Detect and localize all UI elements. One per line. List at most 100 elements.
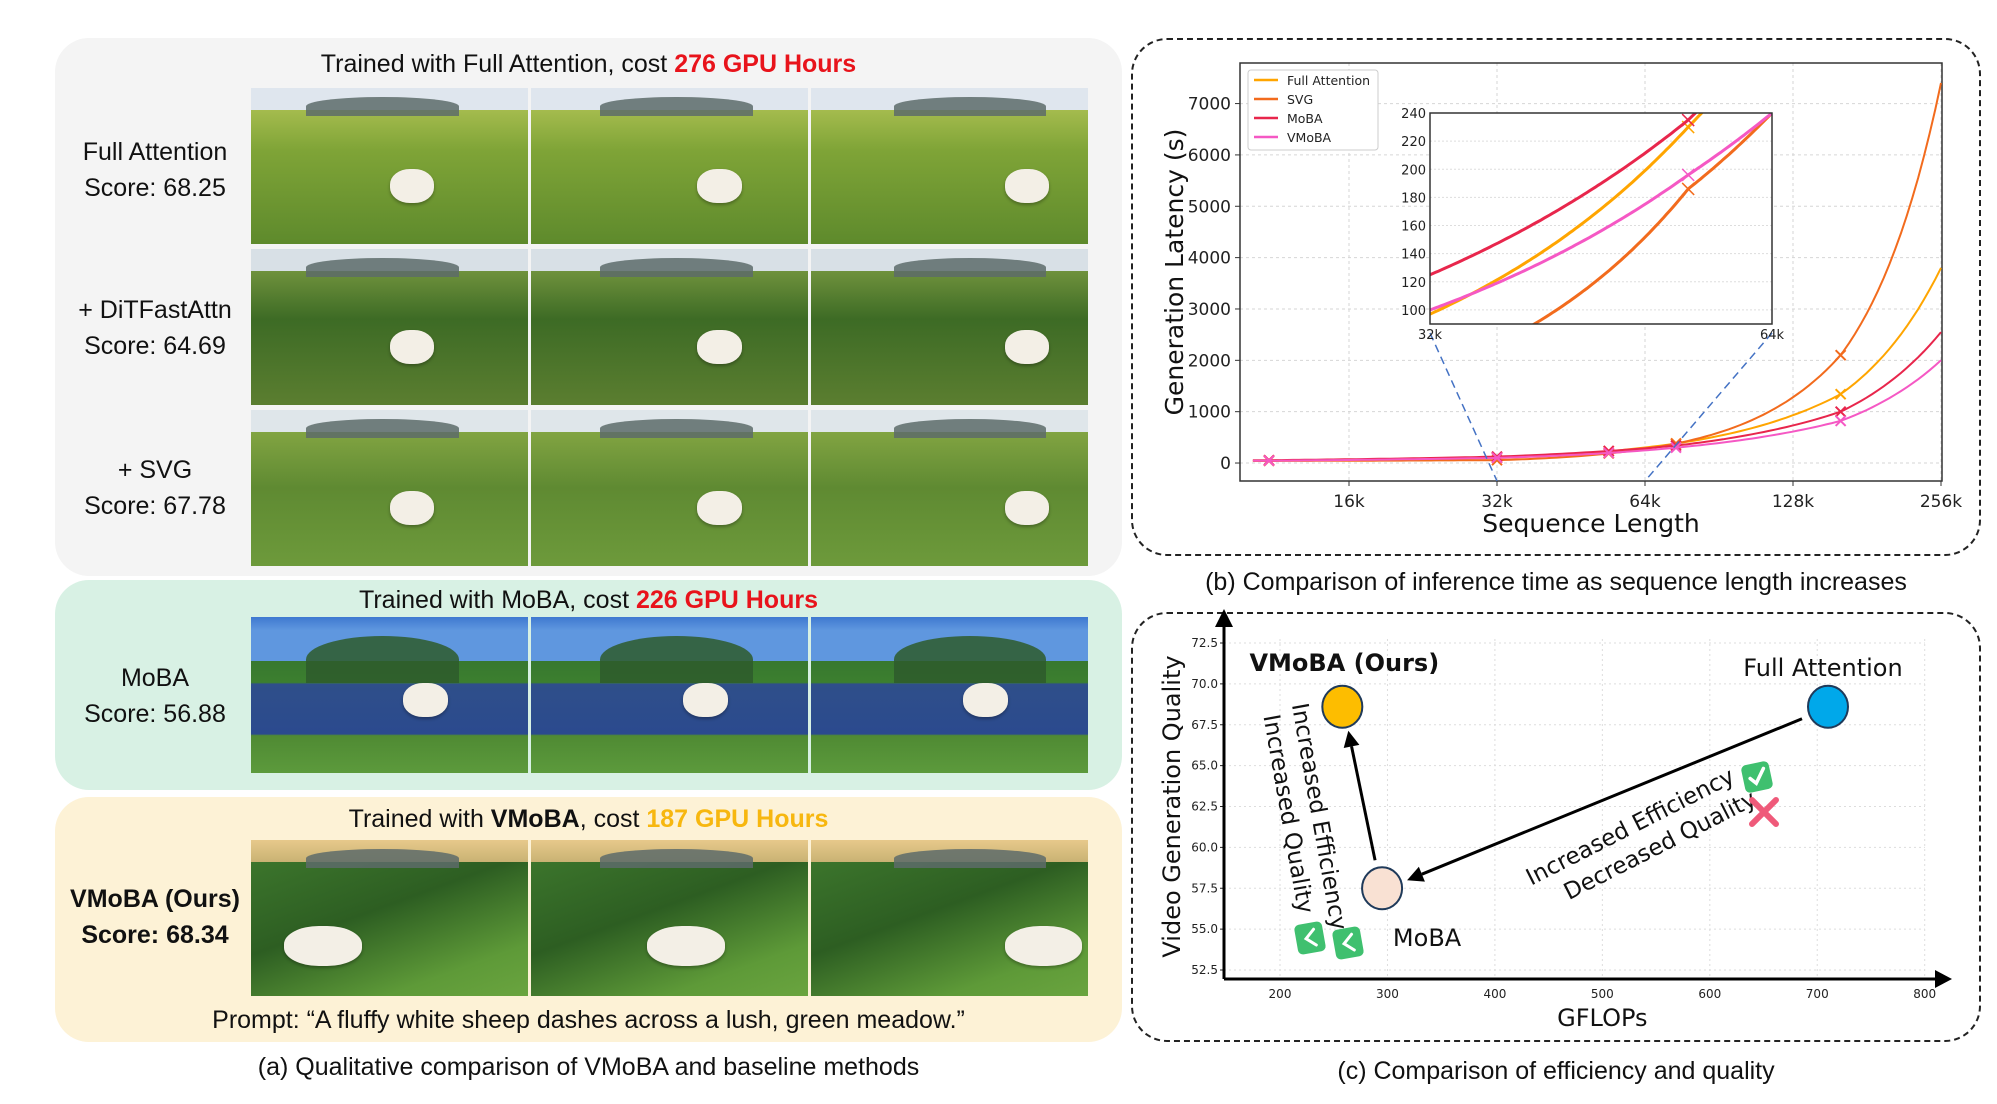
inset-line-moba (1430, 113, 1698, 277)
score: Score: 68.25 (84, 174, 226, 202)
inset-y-tick-label: 100 (1401, 304, 1426, 319)
y-axis-label: Generation Latency (s) (1160, 129, 1189, 416)
inset-y-tick-label: 140 (1401, 248, 1426, 263)
hill (306, 97, 459, 117)
data-marker (1603, 445, 1615, 457)
sheep (697, 169, 742, 204)
data-marker (1491, 452, 1503, 464)
sheep (1004, 169, 1050, 204)
data-marker (1603, 447, 1615, 459)
check-mark (1748, 766, 1766, 787)
x-axis-label: GFLOPs (1557, 1004, 1647, 1032)
sheep (1004, 491, 1050, 526)
inset-line-full-attention (1430, 113, 1704, 316)
video-frame (811, 410, 1088, 566)
full-attention-panel-title: Trained with Full Attention, cost 276 GP… (320, 50, 857, 78)
vmoba-panel-title: Trained with VMoBA, cost 187 GPU Hours (348, 805, 829, 833)
data-marker (1834, 388, 1847, 400)
latency-chart: 16k 32k 64k 128k 256k 0 1000 2000 3000 4000 5000 60… (1160, 62, 1962, 538)
zoom-connector (1644, 332, 1773, 482)
inset-chart: 100 120 140 160 180 200 220 240 32k 64k (1401, 107, 1785, 343)
sheep (389, 330, 434, 365)
gpu-hours-badge: 187 GPU Hours (646, 805, 829, 833)
point-vmoba-ours (1321, 684, 1364, 729)
x-tick-label: 128k (1772, 492, 1814, 512)
score: Score: 67.78 (84, 492, 226, 520)
arrow-fullattn-to-moba (1421, 717, 1803, 876)
data-marker (1834, 415, 1847, 427)
row-label-svg: + SVG Score: 67.78 (60, 452, 250, 524)
x-tick-label: 64k (1629, 492, 1661, 512)
cross-mark (1749, 797, 1779, 827)
y-tick-label: 5000 (1188, 197, 1231, 217)
data-marker (1834, 405, 1847, 418)
point-label: MoBA (1393, 924, 1462, 952)
hill (600, 419, 753, 439)
y-tick-label: 67.5 (1191, 718, 1218, 732)
y-tick-label: 3000 (1188, 300, 1231, 320)
x-tick-label: 256k (1920, 492, 1962, 512)
inset-marker (1681, 182, 1695, 196)
y-tick-label: 1000 (1188, 403, 1231, 423)
data-marker (1263, 455, 1275, 467)
x-tick-label: 500 (1591, 987, 1614, 1001)
caption-a: (a) Qualitative comparison of VMoBA and … (257, 1053, 920, 1081)
x-axis-arrow-icon (1935, 970, 1952, 988)
y-tick-label: 52.5 (1191, 963, 1218, 977)
score: Score: 56.88 (84, 700, 226, 728)
hill (600, 258, 753, 278)
sheep (403, 682, 448, 717)
y-tick-label: 60.0 (1191, 840, 1218, 854)
video-frame (811, 840, 1088, 996)
inset-x-tick-label: 32k (1418, 328, 1443, 343)
arrow-moba-to-vmoba (1350, 746, 1377, 861)
y-axis-label: Video Generation Quality (1158, 655, 1186, 957)
inset-marker (1681, 168, 1695, 182)
y-tick-label: 55.0 (1191, 922, 1218, 936)
sheep (1004, 925, 1083, 967)
x-tick-label: 300 (1376, 987, 1399, 1001)
sheep (683, 682, 728, 717)
x-tick-label: 200 (1269, 987, 1292, 1001)
inset-y-tick-label: 220 (1401, 135, 1426, 150)
y-tick-label: 0 (1220, 454, 1231, 474)
inset-line-svg (1531, 113, 1772, 324)
sheep (963, 682, 1008, 717)
video-frame (811, 88, 1088, 244)
sheep (284, 925, 362, 967)
inset-frame (1429, 112, 1773, 325)
hill (894, 258, 1047, 278)
x-tick-label: 700 (1806, 987, 1829, 1001)
inset-y-tick-label: 240 (1401, 107, 1426, 122)
video-frame (531, 617, 808, 773)
video-frame (251, 249, 528, 405)
sheep (697, 330, 742, 365)
x-tick-label: 400 (1483, 987, 1506, 1001)
check-icon-bg (1332, 926, 1364, 960)
inset-y-tick-label: 160 (1401, 220, 1426, 235)
hill (894, 97, 1047, 117)
data-marker (1834, 349, 1847, 361)
sheep (647, 925, 725, 967)
score: Score: 68.34 (81, 921, 229, 949)
hill (600, 849, 753, 869)
sheep (389, 491, 434, 526)
row-label-ditfastattn: + DiTFastAttn Score: 64.69 (60, 292, 250, 364)
inset-x-tick-label: 64k (1760, 328, 1785, 343)
y-tick-label: 70.0 (1191, 677, 1218, 691)
sheep (1004, 330, 1050, 365)
check-mark (1341, 932, 1356, 952)
y-tick-label: 6000 (1188, 146, 1231, 166)
x-tick-label: 800 (1913, 987, 1936, 1001)
inset-line-vmoba (1430, 113, 1772, 312)
y-tick-label: 57.5 (1191, 881, 1218, 895)
legend-label: VMoBA (1287, 130, 1332, 145)
video-frame (531, 840, 808, 996)
y-tick-label: 7000 (1188, 95, 1231, 115)
hill (306, 419, 459, 439)
check-icon (1332, 926, 1364, 960)
point-moba (1361, 866, 1404, 911)
series-line-vmoba (1252, 359, 1942, 462)
gpu-hours-badge: 276 GPU Hours (674, 50, 857, 78)
x-axis-label: Sequence Length (1482, 509, 1700, 538)
